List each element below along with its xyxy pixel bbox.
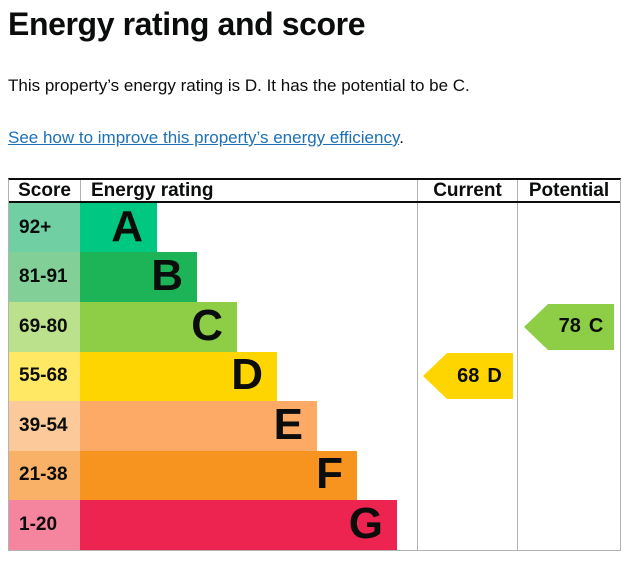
- band-letter: A: [111, 201, 143, 251]
- improve-efficiency-link[interactable]: See how to improve this property’s energ…: [8, 127, 400, 147]
- current-cell: [417, 252, 517, 302]
- energy-rating-column-header: Energy rating: [80, 179, 417, 201]
- potential-cell: [517, 252, 620, 302]
- band-row-b: 81-91 B: [9, 252, 620, 302]
- current-column-header: Current: [417, 179, 517, 201]
- potential-rating-label: 78 C: [548, 304, 614, 350]
- table-header-row: Score Energy rating Current Potential: [9, 179, 620, 203]
- current-cell: [417, 301, 517, 352]
- band-row-c: 69-80 C 78 C: [9, 300, 620, 352]
- score-column-header: Score: [18, 179, 71, 201]
- link-suffix: .: [399, 127, 404, 147]
- score-range-label: 55-68: [9, 351, 80, 402]
- score-range-label: 1-20: [9, 500, 80, 550]
- current-rating-arrow: 68 D: [422, 353, 513, 400]
- left-arrow-shape: [524, 303, 614, 350]
- band-bar-f: F: [80, 449, 357, 501]
- score-range-label: 21-38: [9, 450, 80, 501]
- potential-cell: [517, 500, 620, 550]
- band-letter: E: [273, 399, 303, 449]
- band-row-d: 55-68 D 68 D: [9, 350, 620, 402]
- band-row-g: 1-20 G: [9, 500, 620, 550]
- potential-cell: [517, 351, 620, 402]
- potential-rating-arrow: 78 C: [524, 303, 614, 350]
- band-row-a: 92+ A: [9, 201, 620, 253]
- band-bar-c: C: [80, 300, 237, 352]
- current-band-letter: D: [487, 364, 502, 387]
- page-title: Energy rating and score: [8, 6, 366, 42]
- band-row-f: 21-38 F: [9, 449, 620, 501]
- band-letter: B: [151, 251, 183, 301]
- link-line: See how to improve this property’s energ…: [8, 128, 621, 148]
- table-body: 92+ A 81-91 B 69-80 C: [9, 201, 620, 550]
- current-cell: [417, 401, 517, 451]
- epc-page: Energy rating and score This property’s …: [8, 6, 621, 551]
- score-range-label: 69-80: [9, 301, 80, 352]
- score-range-label: 39-54: [9, 401, 80, 451]
- current-rating-label: 68 D: [447, 353, 513, 399]
- current-cell: [417, 500, 517, 550]
- band-letter: G: [348, 499, 383, 549]
- band-letter: D: [231, 350, 263, 400]
- energy-rating-table: Score Energy rating Current Potential 92…: [8, 177, 621, 551]
- band-bar-a: A: [80, 201, 157, 253]
- score-range-label: 81-91: [9, 252, 80, 302]
- potential-column-header: Potential: [517, 179, 620, 201]
- potential-cell: [517, 401, 620, 451]
- current-cell: [417, 450, 517, 501]
- potential-score-value: 78: [558, 315, 581, 338]
- current-score-value: 68: [457, 364, 480, 387]
- potential-band-letter: C: [588, 315, 604, 338]
- band-bar-g: G: [80, 500, 397, 550]
- potential-cell: [517, 202, 620, 253]
- left-arrow-shape: [422, 353, 513, 400]
- band-bar-d: D: [80, 350, 277, 402]
- current-cell: 68 D: [417, 351, 517, 402]
- potential-cell: [517, 450, 620, 501]
- potential-cell: 78 C: [517, 301, 620, 352]
- band-row-e: 39-54 E: [9, 401, 620, 451]
- current-cell: [417, 202, 517, 253]
- band-bar-e: E: [80, 401, 317, 451]
- score-range-label: 92+: [9, 202, 80, 253]
- summary-text: This property’s energy rating is D. It h…: [8, 75, 470, 95]
- band-letter: F: [316, 449, 343, 499]
- band-letter: C: [191, 300, 223, 350]
- band-bar-b: B: [80, 252, 197, 302]
